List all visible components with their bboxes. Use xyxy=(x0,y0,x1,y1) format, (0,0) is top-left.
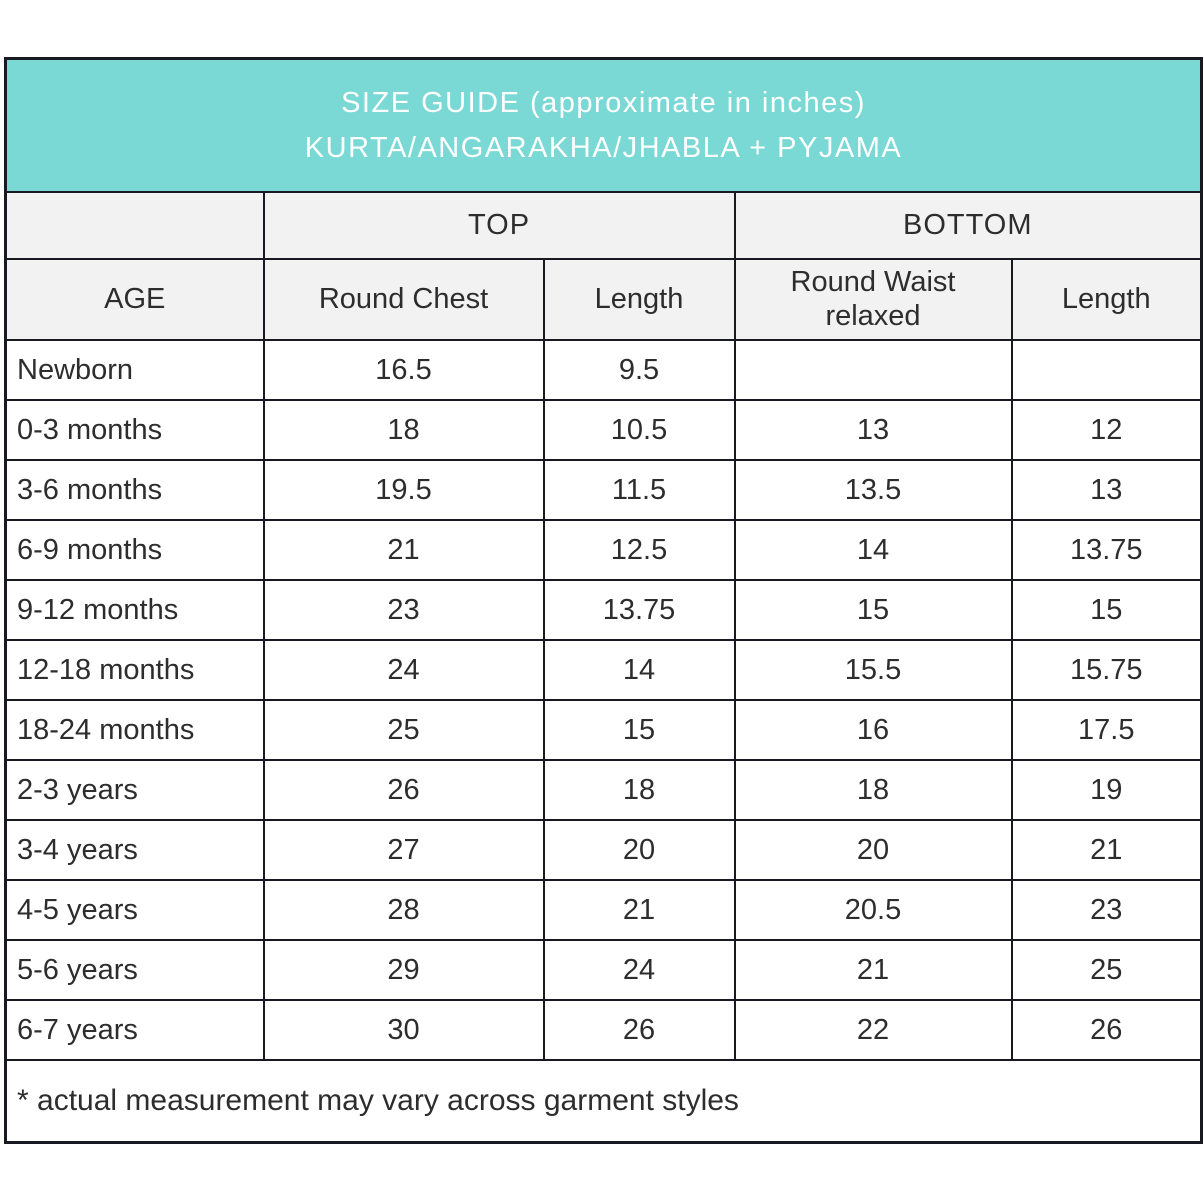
corner-cell xyxy=(4,191,265,260)
round-chest-cell: 27 xyxy=(262,819,545,881)
top-length-cell: 21 xyxy=(542,879,736,941)
top-length-cell: 26 xyxy=(542,999,736,1061)
table-row: 12-18 months 24 14 15.5 15.75 xyxy=(4,639,1203,701)
age-cell: Newborn xyxy=(4,339,265,401)
top-length-cell: 20 xyxy=(542,819,736,881)
column-header-age: AGE xyxy=(4,258,265,341)
column-header-top-length: Length xyxy=(542,258,736,341)
age-cell: 0-3 months xyxy=(4,399,265,461)
age-cell: 3-6 months xyxy=(4,459,265,521)
round-waist-cell: 20.5 xyxy=(733,879,1013,941)
title-banner: SIZE GUIDE (approximate in inches) KURTA… xyxy=(4,57,1203,193)
round-waist-cell: 20 xyxy=(733,819,1013,881)
top-length-cell: 18 xyxy=(542,759,736,821)
title-line-2: KURTA/ANGARAKHA/JHABLA + PYJAMA xyxy=(304,131,903,164)
round-chest-cell: 21 xyxy=(262,519,545,581)
group-header-row: TOP BOTTOM xyxy=(4,191,1203,260)
group-header-bottom: BOTTOM xyxy=(733,191,1203,260)
bottom-length-cell: 15 xyxy=(1010,579,1203,641)
title-line-1: SIZE GUIDE (approximate in inches) xyxy=(341,86,866,119)
round-chest-cell: 19.5 xyxy=(262,459,545,521)
top-length-cell: 9.5 xyxy=(542,339,736,401)
table-row: 0-3 months 18 10.5 13 12 xyxy=(4,399,1203,461)
round-waist-cell: 13.5 xyxy=(733,459,1013,521)
bottom-length-cell: 13 xyxy=(1010,459,1203,521)
table-row: 2-3 years 26 18 18 19 xyxy=(4,759,1203,821)
bottom-length-cell: 23 xyxy=(1010,879,1203,941)
bottom-length-cell: 12 xyxy=(1010,399,1203,461)
round-waist-cell xyxy=(733,339,1013,401)
size-guide-container: SIZE GUIDE (approximate in inches) KURTA… xyxy=(4,57,1204,1144)
table-row: 18-24 months 25 15 16 17.5 xyxy=(4,699,1203,761)
round-chest-cell: 16.5 xyxy=(262,339,545,401)
age-cell: 5-6 years xyxy=(4,939,265,1001)
bottom-length-cell: 19 xyxy=(1010,759,1203,821)
table-row: 5-6 years 29 24 21 25 xyxy=(4,939,1203,1001)
top-length-cell: 10.5 xyxy=(542,399,736,461)
table-row: 6-9 months 21 12.5 14 13.75 xyxy=(4,519,1203,581)
bottom-length-cell: 25 xyxy=(1010,939,1203,1001)
group-header-top: TOP xyxy=(262,191,736,260)
round-chest-cell: 18 xyxy=(262,399,545,461)
round-chest-cell: 24 xyxy=(262,639,545,701)
table-row: 3-4 years 27 20 20 21 xyxy=(4,819,1203,881)
round-waist-cell: 21 xyxy=(733,939,1013,1001)
round-chest-cell: 28 xyxy=(262,879,545,941)
age-cell: 9-12 months xyxy=(4,579,265,641)
column-header-bottom-length: Length xyxy=(1010,258,1203,341)
round-waist-cell: 18 xyxy=(733,759,1013,821)
bottom-length-cell: 13.75 xyxy=(1010,519,1203,581)
round-waist-cell: 13 xyxy=(733,399,1013,461)
top-length-cell: 13.75 xyxy=(542,579,736,641)
top-length-cell: 24 xyxy=(542,939,736,1001)
table-row: 4-5 years 28 21 20.5 23 xyxy=(4,879,1203,941)
round-chest-cell: 30 xyxy=(262,999,545,1061)
column-header-round-chest: Round Chest xyxy=(262,258,545,341)
round-waist-cell: 14 xyxy=(733,519,1013,581)
age-cell: 18-24 months xyxy=(4,699,265,761)
age-cell: 4-5 years xyxy=(4,879,265,941)
round-chest-cell: 26 xyxy=(262,759,545,821)
top-length-cell: 12.5 xyxy=(542,519,736,581)
round-waist-cell: 22 xyxy=(733,999,1013,1061)
top-length-cell: 11.5 xyxy=(542,459,736,521)
age-cell: 3-4 years xyxy=(4,819,265,881)
bottom-length-cell: 15.75 xyxy=(1010,639,1203,701)
size-guide-table: SIZE GUIDE (approximate in inches) KURTA… xyxy=(4,57,1204,1144)
table-row: Newborn 16.5 9.5 xyxy=(4,339,1203,401)
column-header-round-waist: Round Waist relaxed xyxy=(733,258,1013,341)
age-cell: 6-9 months xyxy=(4,519,265,581)
table-row: 3-6 months 19.5 11.5 13.5 13 xyxy=(4,459,1203,521)
column-header-row: AGE Round Chest Length Round Waist relax… xyxy=(4,258,1203,341)
round-chest-cell: 23 xyxy=(262,579,545,641)
round-waist-cell: 15 xyxy=(733,579,1013,641)
round-chest-cell: 25 xyxy=(262,699,545,761)
age-cell: 6-7 years xyxy=(4,999,265,1061)
bottom-length-cell: 17.5 xyxy=(1010,699,1203,761)
title-banner-cell: SIZE GUIDE (approximate in inches) KURTA… xyxy=(4,57,1203,193)
bottom-length-cell: 21 xyxy=(1010,819,1203,881)
table-row: 9-12 months 23 13.75 15 15 xyxy=(4,579,1203,641)
footnote-text: * actual measurement may vary across gar… xyxy=(4,1059,1203,1144)
table-row: 6-7 years 30 26 22 26 xyxy=(4,999,1203,1061)
round-chest-cell: 29 xyxy=(262,939,545,1001)
round-waist-cell: 15.5 xyxy=(733,639,1013,701)
age-cell: 2-3 years xyxy=(4,759,265,821)
round-waist-cell: 16 xyxy=(733,699,1013,761)
age-cell: 12-18 months xyxy=(4,639,265,701)
bottom-length-cell xyxy=(1010,339,1203,401)
bottom-length-cell: 26 xyxy=(1010,999,1203,1061)
top-length-cell: 15 xyxy=(542,699,736,761)
top-length-cell: 14 xyxy=(542,639,736,701)
footnote-row: * actual measurement may vary across gar… xyxy=(4,1059,1203,1144)
